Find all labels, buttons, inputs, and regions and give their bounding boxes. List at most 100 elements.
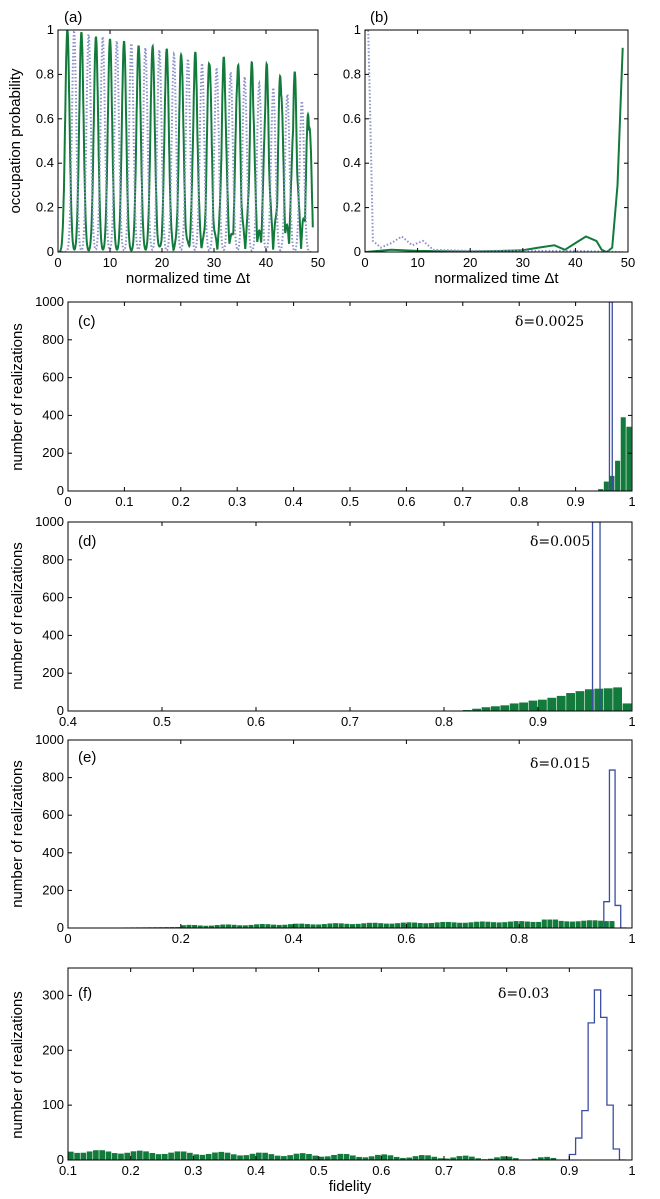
bar xyxy=(230,1154,237,1160)
x-tick-label: 0.8 xyxy=(498,1163,516,1178)
x-tick-label: 0.6 xyxy=(247,714,265,729)
bar xyxy=(506,1156,513,1160)
bar xyxy=(68,1151,74,1160)
x-tick-label: 0.6 xyxy=(397,931,415,946)
x-tick-label: 0.1 xyxy=(115,494,133,509)
bar xyxy=(205,1153,212,1160)
bar xyxy=(344,923,350,928)
bar xyxy=(437,1158,444,1160)
bar xyxy=(444,1158,450,1160)
y-tick-label: 800 xyxy=(42,552,64,567)
bar xyxy=(324,1156,331,1160)
bar xyxy=(541,919,547,928)
bar xyxy=(242,925,248,928)
bar xyxy=(425,1155,431,1160)
bar xyxy=(547,697,557,711)
bar xyxy=(558,920,564,928)
plot-area xyxy=(68,989,626,1160)
bar xyxy=(586,920,592,928)
bar xyxy=(485,921,491,928)
bar xyxy=(592,920,598,928)
bar xyxy=(406,1157,413,1160)
plot-area xyxy=(598,302,632,491)
bar xyxy=(613,687,622,711)
bar xyxy=(168,1152,174,1160)
x-tick-label: 0.9 xyxy=(560,1163,578,1178)
bar xyxy=(368,1156,375,1160)
x-tick-label: 0.8 xyxy=(435,714,453,729)
panel-b: 0 10 20 30 40 50 0 0.2 0.4 0.6 0.8 1 (b) normalized t… xyxy=(343,9,635,287)
bar xyxy=(316,924,322,928)
bar xyxy=(143,1151,149,1160)
x-axis-title: fidelity xyxy=(329,1178,372,1195)
bar xyxy=(547,919,553,928)
bar xyxy=(434,922,440,928)
bar xyxy=(417,922,423,928)
bar xyxy=(603,688,613,711)
x-tick-label: 0.4 xyxy=(285,931,303,946)
bar xyxy=(431,1156,438,1160)
bar xyxy=(500,705,510,711)
bar xyxy=(136,1150,143,1160)
y-tick-label: 0.8 xyxy=(343,66,361,81)
bar xyxy=(149,1152,156,1160)
bar xyxy=(225,924,231,928)
x-tick-label: 0 xyxy=(64,494,71,509)
bar xyxy=(412,922,418,928)
bar xyxy=(400,922,406,928)
bar xyxy=(538,699,547,711)
bar xyxy=(287,924,293,928)
bar xyxy=(389,923,395,928)
y-tick-label: 600 xyxy=(42,807,64,822)
bar xyxy=(457,922,463,928)
x-tick-label: 0.6 xyxy=(397,494,415,509)
bar xyxy=(387,1155,394,1160)
x-tick-label: 0.5 xyxy=(341,494,359,509)
bar xyxy=(544,1156,550,1160)
bar xyxy=(519,702,528,711)
bar xyxy=(118,1153,124,1160)
bar xyxy=(538,1157,544,1160)
x-tick-label: 50 xyxy=(621,255,635,270)
bar xyxy=(487,1158,494,1160)
delta-annotation: δ=0.015 xyxy=(530,756,590,772)
x-tick-label: 0.5 xyxy=(153,714,171,729)
x-tick-label: 1 xyxy=(628,494,635,509)
delta-annotation: δ=0.0025 xyxy=(515,314,584,330)
bar xyxy=(187,1152,193,1160)
bar xyxy=(507,921,513,928)
x-axis-title: normalized time Δt xyxy=(126,270,251,287)
bar xyxy=(180,925,186,928)
bar xyxy=(197,925,203,928)
bar xyxy=(383,923,389,928)
bar xyxy=(450,1157,456,1160)
bar xyxy=(331,1154,337,1160)
y-tick-label: 0 xyxy=(57,920,64,935)
bar xyxy=(256,1152,262,1160)
x-tick-label: 0.2 xyxy=(172,931,190,946)
bar xyxy=(343,1154,350,1160)
bar xyxy=(74,1152,80,1160)
bar xyxy=(598,920,604,928)
y-tick-label: 0 xyxy=(57,483,64,498)
bar xyxy=(193,1154,199,1160)
bar xyxy=(566,693,575,711)
bar xyxy=(550,1157,557,1160)
bar xyxy=(428,923,434,928)
bar xyxy=(86,1151,93,1160)
axes-frame xyxy=(364,29,629,253)
y-axis-title: number of realizations xyxy=(9,323,26,471)
bar xyxy=(524,921,530,928)
bar xyxy=(243,1155,250,1160)
bar xyxy=(212,1152,218,1160)
y-tick-label: 1 xyxy=(47,22,54,37)
panel-label: (e) xyxy=(78,749,96,766)
bar xyxy=(310,924,316,928)
bar xyxy=(293,923,299,928)
bar xyxy=(276,924,282,928)
y-axis-title: number of realizations xyxy=(9,760,26,908)
bar xyxy=(274,1155,281,1160)
y-tick-label: 0.4 xyxy=(36,155,54,170)
bar xyxy=(440,921,446,928)
